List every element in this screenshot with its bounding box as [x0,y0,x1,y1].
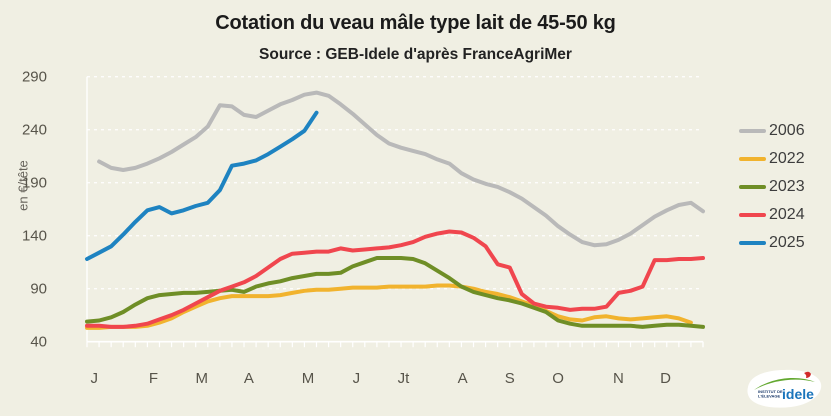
idele-logo: INSTITUT DE L'ÉLEVAGE idele [747,369,822,408]
series-line-2024 [85,229,705,329]
series-line-2025 [85,110,319,261]
x-tick-label: A [244,370,254,387]
y-tick-label: 190 [22,175,47,192]
legend-item-2022: 2022 [739,150,805,168]
legend-item-2023: 2023 [739,178,805,196]
x-tick-label: F [149,370,158,387]
logo-org-text2: L'ÉLEVAGE [758,394,781,399]
y-tick-label: 290 [22,69,47,86]
x-tick-label: M [302,370,315,387]
series-swatch-2024 [739,212,766,218]
x-tick-label: Jt [398,370,411,387]
x-tick-label: N [613,370,624,387]
series-swatch-2023 [739,184,766,190]
y-tick-label: 240 [22,122,47,139]
series-line-2023 [85,256,705,329]
legend: 2006 2022 2023 2024 2025 [739,122,805,252]
legend-label: 2024 [769,206,805,223]
chart-subtitle: Source : GEB-Idele d'après FranceAgriMer [259,46,572,63]
legend-item-2025: 2025 [739,234,805,252]
series-line-2006 [97,90,705,248]
x-tick-label: M [195,370,208,387]
series-line-2022 [85,283,693,330]
legend-label: 2023 [769,178,805,195]
logo-org-text: INSTITUT DE [758,389,783,394]
x-tick-label: A [458,370,468,387]
logo-brand-text: idele [782,386,814,402]
series-swatch-2022 [739,156,766,162]
series-swatch-2025 [739,240,766,246]
logo-swoosh [754,378,815,390]
logo-accent [804,371,811,378]
legend-item-2006: 2006 [739,122,805,140]
legend-label: 2006 [769,122,805,139]
legend-label: 2025 [769,234,805,251]
series-swatch-2006 [739,128,766,134]
x-tick-label: O [552,370,564,387]
legend-item-2024: 2024 [739,206,805,224]
y-tick-label: 90 [30,281,47,298]
y-tick-label: 40 [30,334,47,351]
legend-label: 2022 [769,150,805,167]
x-tick-label: J [90,370,98,387]
y-tick-label: 140 [22,228,47,245]
chart-title: Cotation du veau mâle type lait de 45-50… [215,12,616,34]
x-tick-label: S [505,370,515,387]
x-tick-label: J [353,370,361,387]
x-tick-label: D [660,370,671,387]
